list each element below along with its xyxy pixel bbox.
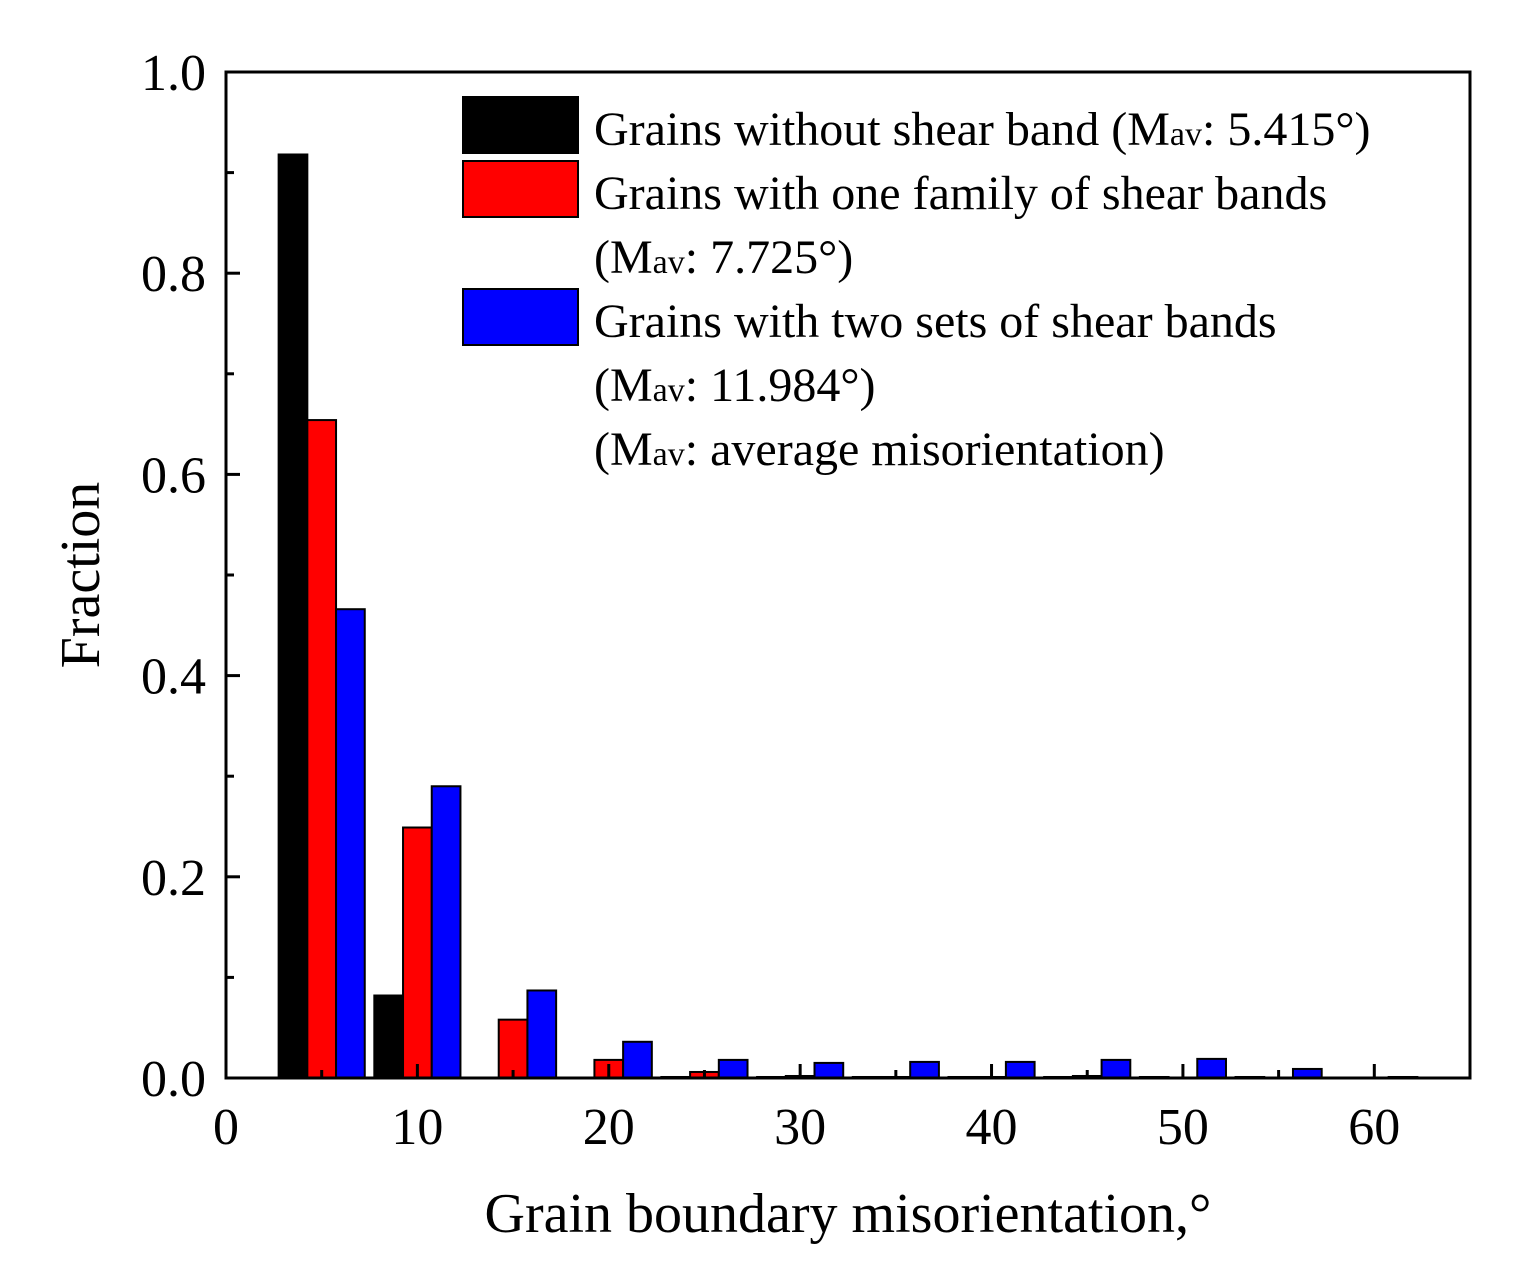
- bar-s3-x35: [909, 1060, 940, 1080]
- x-tick-label: 50: [1157, 1099, 1209, 1156]
- bar-s3-x25: [717, 1058, 749, 1079]
- legend-label-3: (Mav: 11.984°): [594, 359, 876, 412]
- bar-s3-x50: [1196, 1057, 1227, 1079]
- x-tick-label: 20: [583, 1099, 635, 1156]
- legend-label-2: (Mav: 7.725°): [594, 231, 853, 284]
- legend-swatch-3: [462, 288, 579, 346]
- ticks-layer: 0 10 20 30 40 50 60 0.0 0.2 0.4 0.6 0.8 1.0: [141, 45, 1400, 1156]
- y-tick-label: 1.0: [141, 45, 206, 102]
- legend-label-1: Grains without shear band (Mav: 5.415°): [594, 103, 1371, 156]
- legend-label-3: Grains with two sets of shear bands: [594, 295, 1277, 348]
- x-axis-title: Grain boundary misorientation,°: [485, 1183, 1212, 1245]
- legend-label-2: Grains with one family of shear bands: [594, 167, 1327, 220]
- bar-s3-x40: [1004, 1060, 1036, 1080]
- bar-s2-x10: [402, 826, 433, 1079]
- legend: Grains without shear band (Mav: 5.415°) G…: [462, 96, 1371, 476]
- y-tick-label: 0.4: [141, 649, 206, 706]
- bar-s2-x5: [306, 419, 338, 1079]
- x-tick-label: 40: [966, 1099, 1018, 1156]
- bar-s3-x45: [1100, 1058, 1132, 1079]
- bar-s3-x10: [430, 785, 462, 1079]
- bar-s1-x10: [373, 994, 405, 1079]
- bar-s3-x20: [622, 1040, 653, 1080]
- y-tick-label: 0.2: [141, 850, 206, 907]
- bar-s3-x15: [526, 989, 558, 1080]
- legend-swatch-2: [462, 160, 579, 218]
- legend-swatch-1: [462, 96, 579, 154]
- legend-label-4: (Mav: average misorientation): [594, 423, 1165, 476]
- bar-s1-x5: [277, 153, 309, 1079]
- y-tick-label: 0.0: [141, 1051, 206, 1108]
- bar-s2-x15: [497, 1018, 529, 1079]
- y-tick-label: 0.8: [141, 246, 206, 303]
- y-axis-title: Fraction: [50, 482, 112, 669]
- bars-layer: [277, 153, 1419, 1080]
- y-tick-label: 0.6: [141, 447, 206, 504]
- bar-s3-x30: [813, 1061, 845, 1080]
- x-tick-label: 10: [391, 1099, 443, 1156]
- x-tick-label: 0: [213, 1099, 239, 1156]
- x-tick-label: 30: [774, 1099, 826, 1156]
- bar-s3-x5: [335, 608, 366, 1079]
- x-tick-label: 60: [1348, 1099, 1400, 1156]
